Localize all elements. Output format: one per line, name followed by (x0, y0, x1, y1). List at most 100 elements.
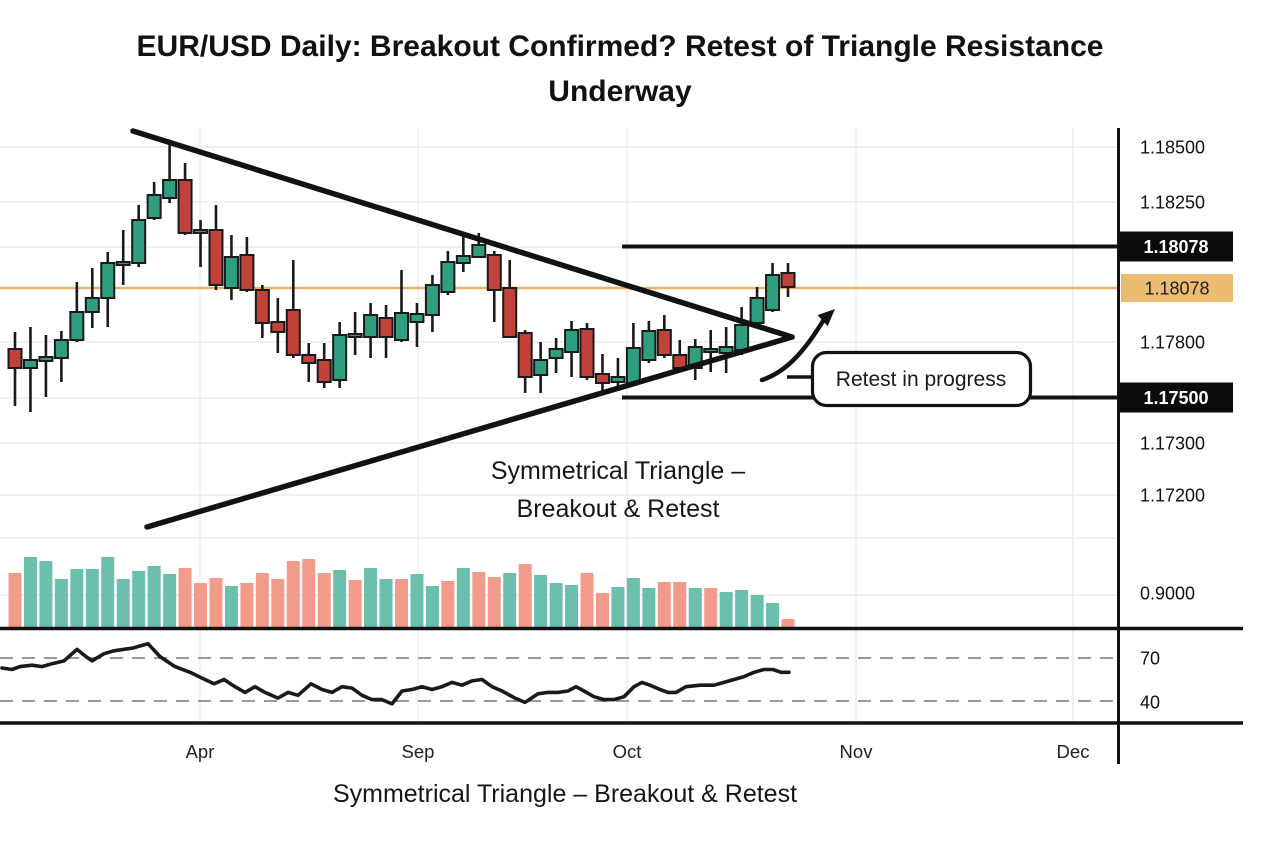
volume-bar (255, 573, 269, 628)
volume-bar (348, 580, 362, 628)
candle-bullish (533, 359, 549, 376)
volume-bar (395, 579, 408, 628)
volume-bar (781, 619, 795, 628)
volume-bar (410, 574, 424, 628)
retest-callout-box (810, 350, 1033, 408)
candle-bearish (517, 332, 533, 378)
current-price-label: 1.18078 (1144, 279, 1209, 299)
month-label: Dec (1057, 741, 1090, 762)
volume-bar (286, 561, 300, 628)
volume-bar (735, 590, 749, 628)
volume-bar (503, 573, 517, 628)
candle-bullish (641, 330, 657, 361)
retest-callout-label: Retest in progress (836, 368, 1006, 391)
axis-tick-label: 70 (1140, 649, 1160, 669)
price-level-label-box (1119, 382, 1233, 413)
volume-bar (534, 575, 548, 628)
volume-bar (472, 572, 486, 628)
candle-bullish (69, 311, 85, 341)
breakout-arrow-icon (759, 318, 826, 383)
volume-bar (271, 579, 285, 628)
candle-bearish (7, 348, 23, 369)
volume-bar (379, 579, 393, 628)
candle-bullish (193, 229, 209, 234)
candle-bullish (749, 297, 765, 324)
candle-bullish (610, 376, 626, 383)
candle-bearish (316, 359, 332, 383)
candle-bullish (455, 255, 471, 264)
candle-bullish (734, 324, 750, 351)
volume-bar (147, 566, 161, 628)
candle-bullish (765, 274, 781, 311)
volume-bar (673, 582, 687, 628)
grid-layer (0, 128, 1119, 723)
volume-bar (611, 587, 625, 628)
volume-bar (549, 583, 563, 628)
axis-tick-label: 40 (1140, 693, 1160, 713)
axis-tick-label: 1.17200 (1140, 486, 1205, 506)
volume-bar (54, 579, 68, 628)
volume-bar (302, 559, 316, 628)
volume-bar (224, 586, 238, 628)
volume-bar (8, 573, 22, 628)
price-level-label: 1.18078 (1143, 237, 1208, 257)
triangle-lower-trendline (144, 334, 795, 530)
volume-bar (750, 595, 764, 628)
candle-bearish (285, 309, 301, 356)
candle-bullish (703, 348, 719, 353)
candle-bullish (223, 256, 239, 289)
volume-bar (441, 581, 455, 628)
candle-bullish (53, 339, 69, 359)
volume-bar (163, 574, 177, 628)
month-label: Sep (402, 741, 435, 762)
axis-tick-label: 1.17300 (1140, 434, 1205, 454)
candle-bullish (38, 356, 54, 362)
volume-bar (317, 573, 331, 628)
volume-bar (704, 588, 718, 628)
volume-bar (487, 577, 501, 628)
candle-bearish (177, 179, 193, 234)
candle-bullish (162, 179, 178, 199)
candle-bullish (625, 347, 641, 384)
candle-bearish (270, 321, 286, 333)
candle-bullish (564, 329, 580, 353)
candle-bearish (780, 272, 796, 288)
volume-bar (101, 557, 115, 628)
candle-bearish (208, 229, 224, 286)
candle-bullish (471, 244, 487, 258)
axis-tick-label: 1.18250 (1140, 193, 1205, 213)
volume-bar (85, 569, 99, 628)
candle-bullish (84, 297, 100, 313)
candle-bearish (254, 289, 270, 324)
candle-bullish (718, 346, 734, 354)
candle-bullish (115, 261, 131, 266)
volume-bar (425, 586, 439, 628)
candle-bearish (594, 373, 610, 384)
volume-bar (333, 570, 347, 628)
candle-bullish (347, 333, 363, 338)
axis-tick-label: 1.17800 (1140, 333, 1205, 353)
month-label: Oct (613, 741, 642, 762)
volume-bar (132, 571, 146, 628)
month-label: Apr (186, 741, 215, 762)
page-title-line2: Underway (548, 75, 692, 108)
volume-bar (642, 588, 656, 628)
volume-bar (719, 592, 733, 628)
axis-tick-label: 0.9000 (1140, 584, 1195, 604)
page-title: EUR/USD Daily: Breakout Confirmed? Retes… (0, 24, 1240, 114)
volume-bar (595, 593, 609, 628)
candle-bullish (440, 261, 456, 293)
triangle-pattern-label-line2: Breakout & Retest (517, 495, 720, 523)
candle-bullish (22, 359, 38, 369)
breakout-arrow-head-icon (817, 309, 835, 327)
candle-bearish (378, 317, 394, 338)
volume-bar (240, 583, 254, 628)
candle-bullish (131, 219, 147, 264)
volume-bar (688, 588, 702, 628)
series-layer (0, 145, 1243, 725)
current-price-label-box (1121, 274, 1233, 302)
month-label: Nov (840, 741, 874, 762)
candle-bullish (394, 312, 409, 341)
